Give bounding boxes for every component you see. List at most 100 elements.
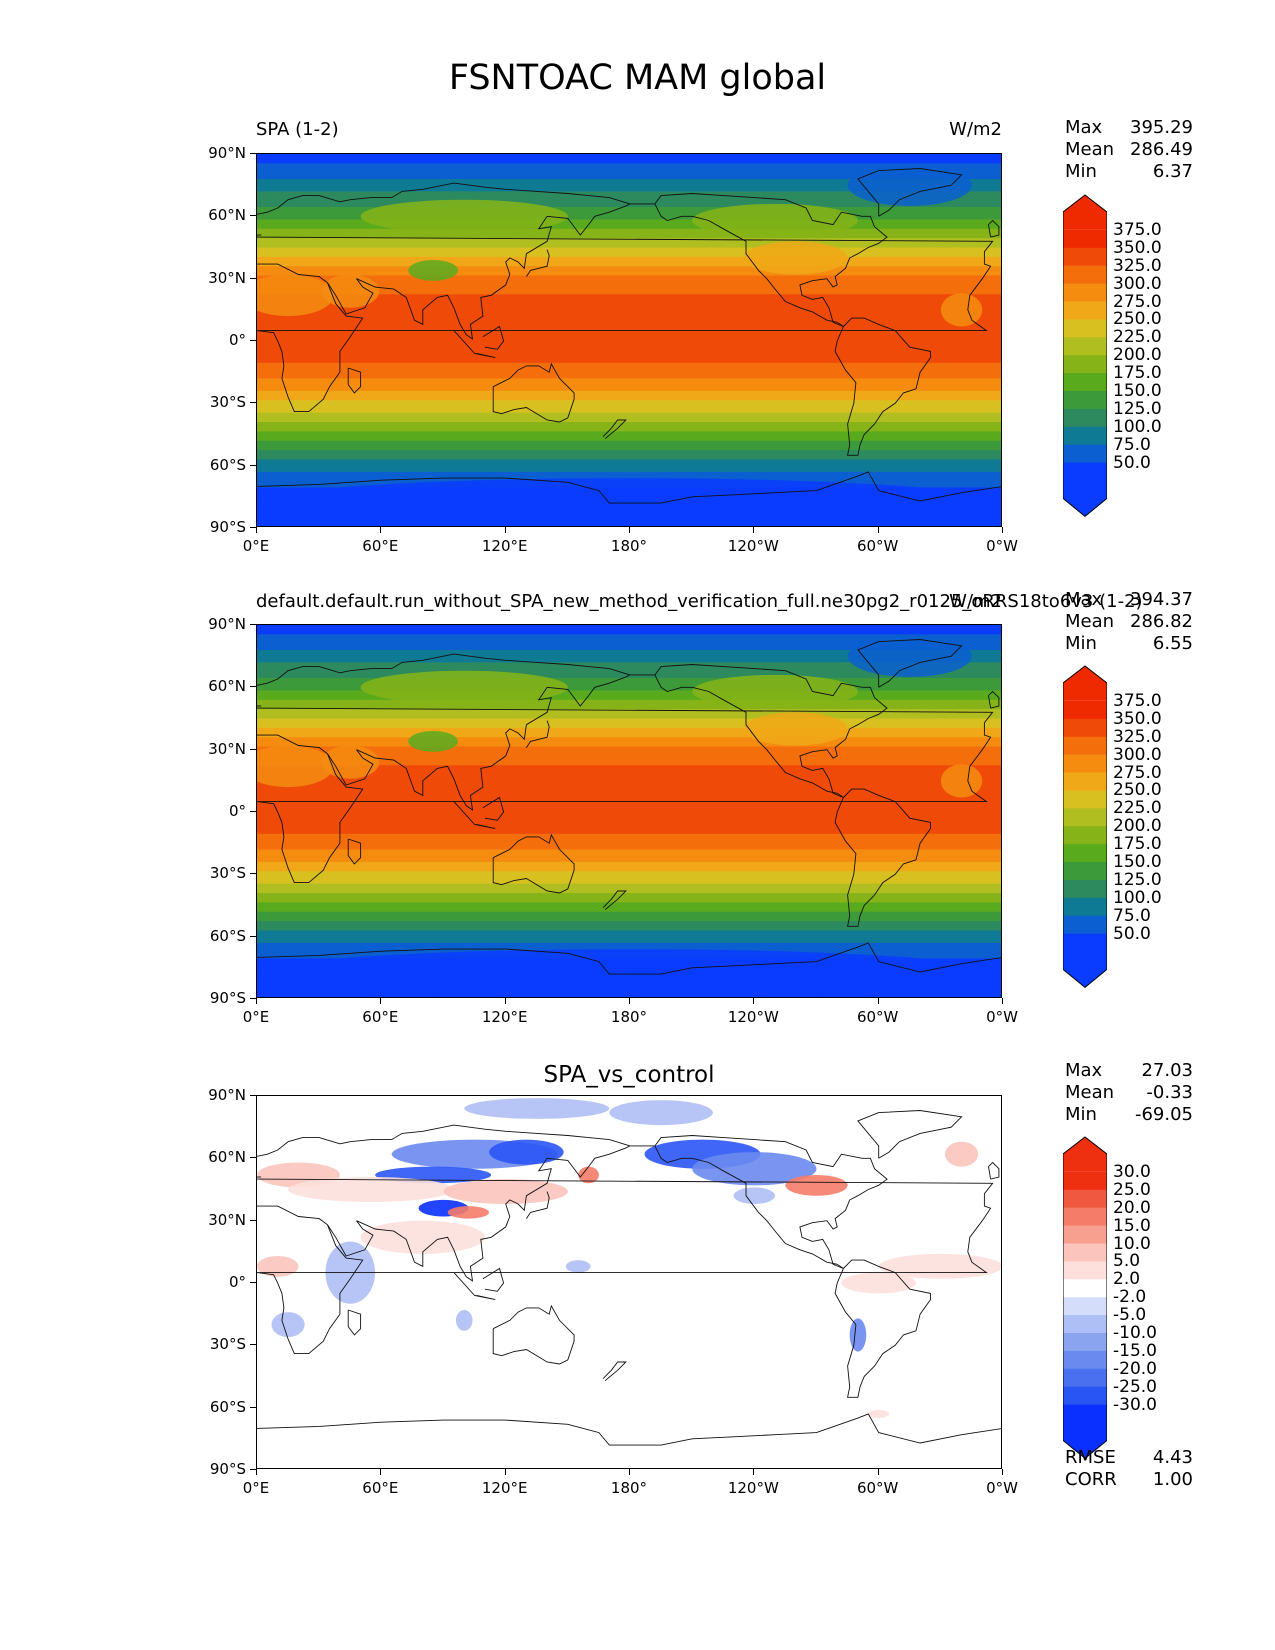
contour-band: [257, 740, 1001, 745]
map-svg: [257, 625, 1001, 997]
coastline: [630, 203, 844, 327]
colorbar-tick-label: 350.0: [1113, 708, 1162, 729]
colorbar-tick-label: 375.0: [1113, 690, 1162, 711]
map-svg: [257, 1096, 1001, 1468]
colorbar-tick-label: 100.0: [1113, 887, 1162, 908]
colorbar-tick-label: 5.0: [1113, 1251, 1141, 1272]
contour-band: [257, 247, 1001, 252]
contour-band: [257, 403, 1001, 408]
colorbar-tick-label: 275.0: [1113, 291, 1162, 312]
contour-band: [257, 637, 1001, 642]
y-tick-label: 30°N: [208, 268, 246, 287]
contour-band: [257, 154, 1001, 158]
contour-band: [257, 387, 1001, 392]
contour-band: [257, 203, 1001, 208]
x-tick-label: 120°W: [727, 537, 779, 555]
contour-band: [257, 653, 1001, 657]
y-tick-mark: [250, 935, 256, 937]
colorbar-tick-label: 100.0: [1113, 416, 1162, 437]
colorbar-tick-label: 200.0: [1113, 345, 1162, 366]
x-tick-mark: [504, 998, 506, 1004]
y-tick-label: 30°S: [209, 1335, 246, 1354]
contour-band: [257, 200, 1001, 205]
contour-band: [257, 771, 1001, 776]
contour-band: [257, 465, 1001, 470]
contour-band: [257, 699, 1001, 704]
colorbar-segment: [1063, 283, 1107, 302]
contour-band: [257, 415, 1001, 420]
contour-band: [257, 662, 1001, 667]
coastline: [347, 838, 362, 865]
stats-box: Max 394.37 Mean 286.82 Min 6.55: [1065, 589, 1193, 655]
x-tick-mark: [1002, 998, 1003, 1004]
contour-band: [257, 939, 1001, 944]
x-tick-mark: [504, 527, 506, 533]
x-tick-label: 60°W: [856, 1008, 899, 1026]
contour-band: [257, 821, 1001, 826]
map-plot: [256, 624, 1002, 998]
contour-band: [257, 843, 1001, 847]
regional-anomaly: [940, 764, 983, 798]
y-tick-mark: [250, 998, 256, 999]
panel-units: W/m2: [949, 591, 1002, 612]
contour-band: [257, 774, 1001, 779]
contour-band: [257, 927, 1001, 932]
x-tick-mark: [753, 527, 755, 533]
contour-band: [257, 291, 1001, 295]
contour-band: [257, 709, 1001, 713]
contour-band: [257, 434, 1001, 439]
contour-band: [257, 216, 1001, 221]
contour-band: [257, 702, 1001, 707]
x-tick-mark: [256, 998, 257, 1004]
x-tick-label: 0°E: [242, 1008, 270, 1026]
difference-anomaly: [578, 1166, 599, 1184]
contour-band: [257, 668, 1001, 673]
contour-band: [257, 762, 1001, 766]
contour-band: [257, 684, 1001, 688]
contour-band: [257, 294, 1001, 298]
contour-band: [257, 671, 1001, 676]
colorbar-segment: [1063, 319, 1107, 338]
contour-band: [257, 157, 1001, 161]
colorbar-segment: [1063, 772, 1107, 791]
contour-band: [257, 309, 1001, 314]
contour-band: [257, 883, 1001, 888]
colorbar-tick-label: 325.0: [1113, 255, 1162, 276]
y-tick-label: 30°N: [208, 1210, 246, 1229]
contour-band: [257, 390, 1001, 395]
colorbar-segment: [1063, 1225, 1107, 1244]
contour-band: [257, 880, 1001, 885]
difference-anomaly: [257, 1255, 299, 1277]
contour-band: [257, 197, 1001, 202]
contour-band: [257, 836, 1001, 841]
coastline: [492, 362, 575, 423]
regional-anomaly: [321, 745, 380, 779]
x-tick-label: 180°: [610, 1008, 648, 1026]
coastline: [327, 749, 374, 786]
coastline: [257, 1413, 1001, 1446]
contour-band: [257, 649, 1001, 654]
colorbar-tick-label: -15.0: [1113, 1340, 1157, 1361]
panel-difference: SPA_vs_control 90°N 60°N 30°N 0° 30°S 60°S 90°…: [0, 0, 1275, 1497]
contour-band: [257, 372, 1001, 376]
regional-anomaly: [257, 274, 334, 317]
x-tick-mark: [753, 998, 755, 1004]
y-tick-mark: [250, 527, 256, 528]
contour-band: [257, 706, 1001, 710]
contour-band: [257, 665, 1001, 670]
colorbar-segment: [1063, 301, 1107, 320]
colorbar-segment: [1063, 1368, 1107, 1388]
y-tick-mark: [250, 748, 256, 750]
contour-band: [257, 802, 1001, 807]
map-plot: [256, 153, 1002, 527]
panel-title-center: SPA_vs_control: [543, 1062, 715, 1088]
contour-band: [257, 440, 1001, 445]
contour-band: [257, 759, 1001, 763]
regional-anomaly: [940, 293, 983, 327]
contour-band: [257, 238, 1001, 242]
contour-band: [257, 849, 1001, 854]
contour-band: [257, 812, 1001, 816]
contour-band: [257, 840, 1001, 844]
colorbar-extend-max: [1063, 1137, 1107, 1172]
difference-anomaly: [455, 1310, 473, 1331]
